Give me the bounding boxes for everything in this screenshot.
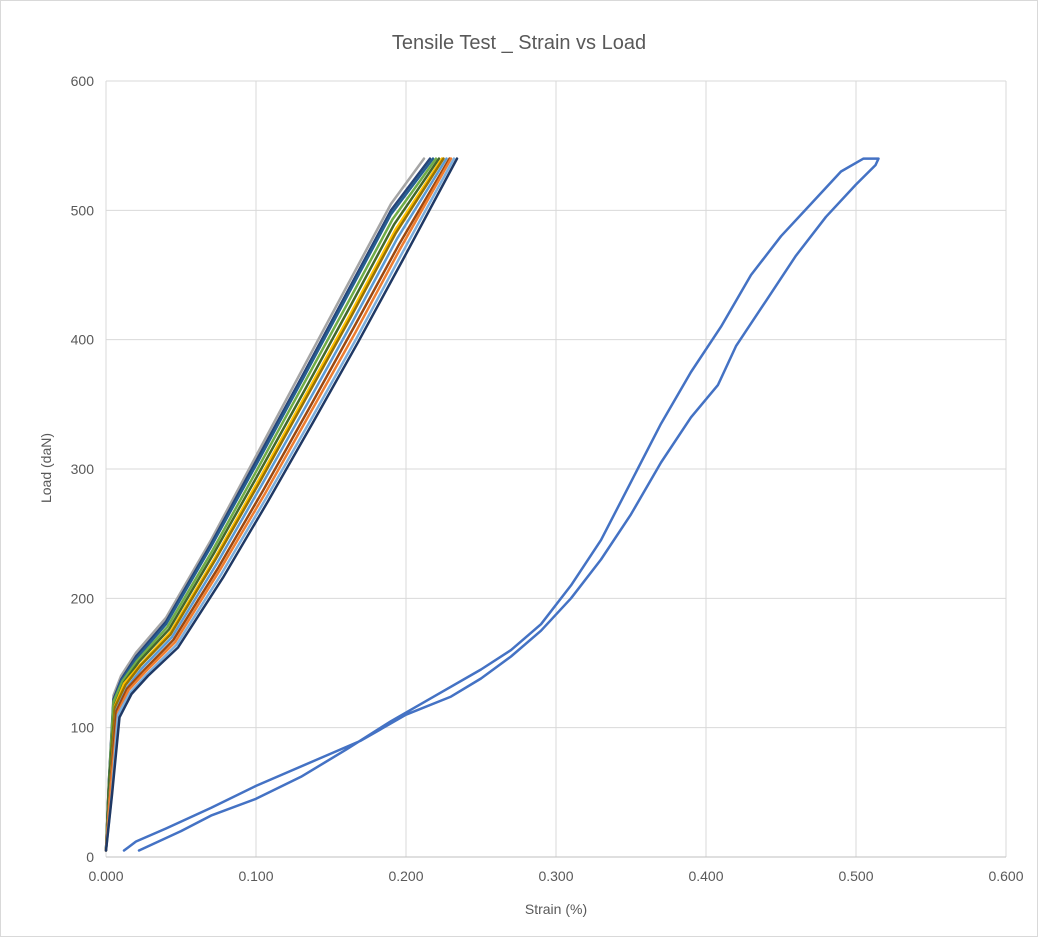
series-line (104, 157, 451, 852)
tick-labels: 0.000 0.100 0.200 0.300 0.400 0.500 0.600 0 100 2… (71, 73, 1024, 884)
chart-title: Tensile Test _ Strain vs Load (392, 32, 646, 54)
y-tick-label: 100 (71, 720, 95, 736)
x-axis-title: Strain (%) (525, 901, 587, 917)
x-tick-label: 0.500 (838, 868, 873, 884)
y-tick-label: 300 (71, 461, 95, 477)
series-line (104, 157, 445, 852)
gridlines (105, 80, 1007, 858)
x-tick-label: 0.100 (238, 868, 273, 884)
series-layer (104, 157, 880, 852)
series-line (122, 157, 880, 852)
y-axis-title: Load (daN) (38, 433, 54, 503)
y-tick-label: 500 (71, 202, 95, 218)
y-tick-label: 400 (71, 332, 95, 348)
x-tick-label: 0.000 (88, 868, 123, 884)
series-line (104, 157, 459, 852)
x-tick-label: 0.600 (988, 868, 1023, 884)
x-tick-label: 0.200 (388, 868, 423, 884)
x-tick-label: 0.400 (688, 868, 723, 884)
y-tick-label: 600 (71, 73, 95, 89)
series-line (104, 157, 438, 852)
series-line (104, 157, 448, 852)
y-tick-label: 200 (71, 590, 95, 606)
series-line (104, 157, 456, 852)
series-line (104, 157, 453, 852)
y-tick-label: 0 (86, 849, 94, 865)
x-tick-label: 0.300 (538, 868, 573, 884)
